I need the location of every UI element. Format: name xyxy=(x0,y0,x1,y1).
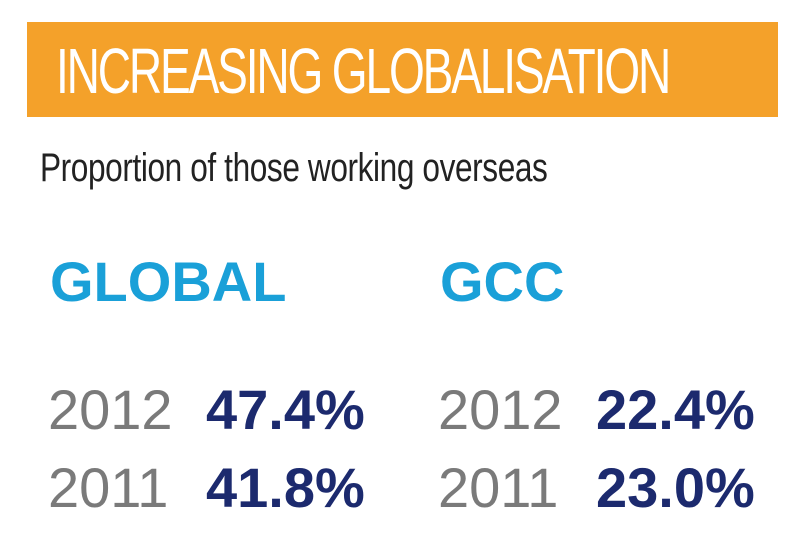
page-subtitle: Proportion of those working overseas xyxy=(40,146,548,190)
global-stat-row-2011: 2011 41.8% xyxy=(48,456,365,520)
stat-year: 2011 xyxy=(48,456,169,519)
region-label-global: GLOBAL xyxy=(50,250,287,313)
gcc-stat-row-2012: 2012 22.4% xyxy=(438,378,755,442)
stat-value: 47.4% xyxy=(206,378,365,441)
title-banner xyxy=(27,22,778,117)
stat-value: 41.8% xyxy=(206,456,365,519)
stat-year: 2011 xyxy=(438,456,559,519)
global-stat-row-2012: 2012 47.4% xyxy=(48,378,365,442)
page-title: INCREASING GLOBALISATION xyxy=(56,35,671,107)
stat-value: 22.4% xyxy=(596,378,755,441)
region-label-gcc: GCC xyxy=(440,250,565,313)
stat-value: 23.0% xyxy=(596,456,755,519)
gcc-stat-row-2011: 2011 23.0% xyxy=(438,456,755,520)
stat-year: 2012 xyxy=(48,378,173,441)
stat-year: 2012 xyxy=(438,378,563,441)
